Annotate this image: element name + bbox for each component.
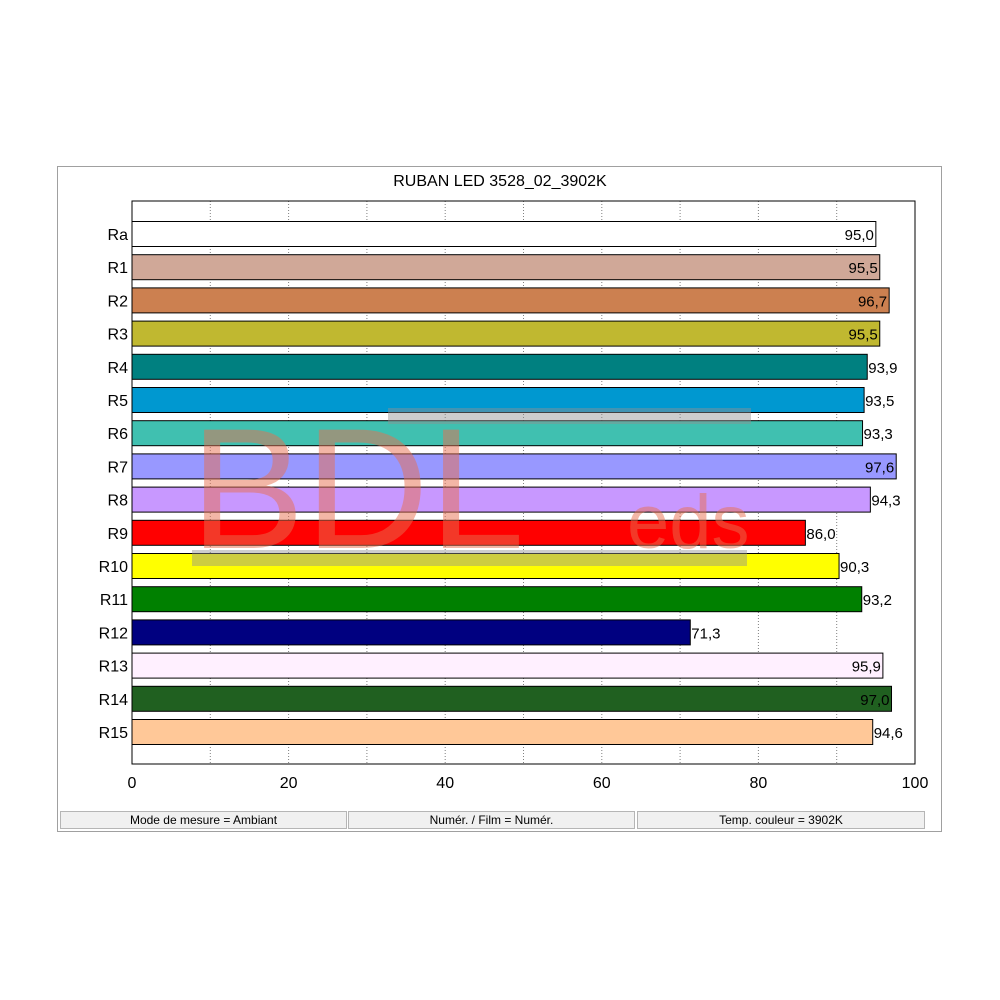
x-tick-label: 100 <box>902 775 929 792</box>
category-label: R15 <box>99 725 128 742</box>
chart-window: RUBAN LED 3528_02_3902K 0 20 40 60 80 100 Ra 95… <box>57 166 942 832</box>
bar-r12 <box>131 619 691 646</box>
category-label: R13 <box>99 659 128 676</box>
bar-r3 <box>131 320 881 347</box>
value-label: 95,9 <box>852 659 881 676</box>
bar-r9 <box>131 519 806 546</box>
bar-r7 <box>131 453 897 480</box>
bar-r5 <box>131 387 865 413</box>
plot-frame <box>131 200 916 765</box>
category-label: R9 <box>108 526 129 543</box>
value-label: 71,3 <box>691 625 720 642</box>
value-label: 90,3 <box>840 559 869 576</box>
value-label: 94,6 <box>874 725 903 742</box>
category-label: R8 <box>108 493 129 510</box>
bar-r4 <box>131 353 868 380</box>
category-label: R6 <box>108 426 129 443</box>
category-label: R11 <box>100 592 128 609</box>
value-label: 97,6 <box>865 459 894 476</box>
bar-r10 <box>131 553 840 579</box>
value-label: 96,7 <box>858 293 887 310</box>
bar-r14 <box>131 685 893 712</box>
x-tick-label: 0 <box>128 775 137 792</box>
bar-r15 <box>131 719 874 745</box>
bar-chart: RUBAN LED 3528_02_3902K 0 20 40 60 80 100 Ra 95… <box>99 173 929 792</box>
value-label: 86,0 <box>806 526 835 543</box>
bar-r2 <box>131 287 890 314</box>
bar-r8 <box>131 486 871 513</box>
value-label: 97,0 <box>860 692 889 709</box>
value-label: 93,2 <box>863 592 892 609</box>
bar-r11 <box>131 586 863 613</box>
category-label: R1 <box>108 260 129 277</box>
value-label: 95,0 <box>845 227 874 244</box>
chart-title: RUBAN LED 3528_02_3902K <box>393 173 607 190</box>
value-label: 95,5 <box>849 260 878 277</box>
category-label: R2 <box>108 293 129 310</box>
category-label: Ra <box>108 227 129 244</box>
category-label: R5 <box>108 393 129 410</box>
value-label: 94,3 <box>871 493 900 510</box>
value-label: 93,3 <box>864 426 893 443</box>
x-tick-label: 20 <box>280 775 298 792</box>
category-label: R14 <box>99 692 128 709</box>
status-color-temp: Temp. couleur = 3902K <box>637 811 925 829</box>
bar-r13 <box>131 652 884 679</box>
value-label: 93,9 <box>868 360 897 377</box>
x-tick-label: 40 <box>436 775 454 792</box>
bar-r6 <box>131 420 864 447</box>
category-label: R7 <box>108 459 129 476</box>
value-label: 93,5 <box>865 393 894 410</box>
category-label: R10 <box>99 559 128 576</box>
status-measure-mode: Mode de mesure = Ambiant <box>60 811 347 829</box>
x-tick-label: 80 <box>750 775 768 792</box>
category-label: R3 <box>108 327 129 344</box>
bar-ra <box>131 221 877 247</box>
x-tick-label: 60 <box>593 775 611 792</box>
status-bar: Mode de mesure = Ambiant Numér. / Film =… <box>58 811 943 831</box>
status-film: Numér. / Film = Numér. <box>348 811 635 829</box>
category-label: R12 <box>99 625 128 642</box>
bar-r1 <box>131 254 881 281</box>
value-label: 95,5 <box>849 327 878 344</box>
category-label: R4 <box>108 360 129 377</box>
